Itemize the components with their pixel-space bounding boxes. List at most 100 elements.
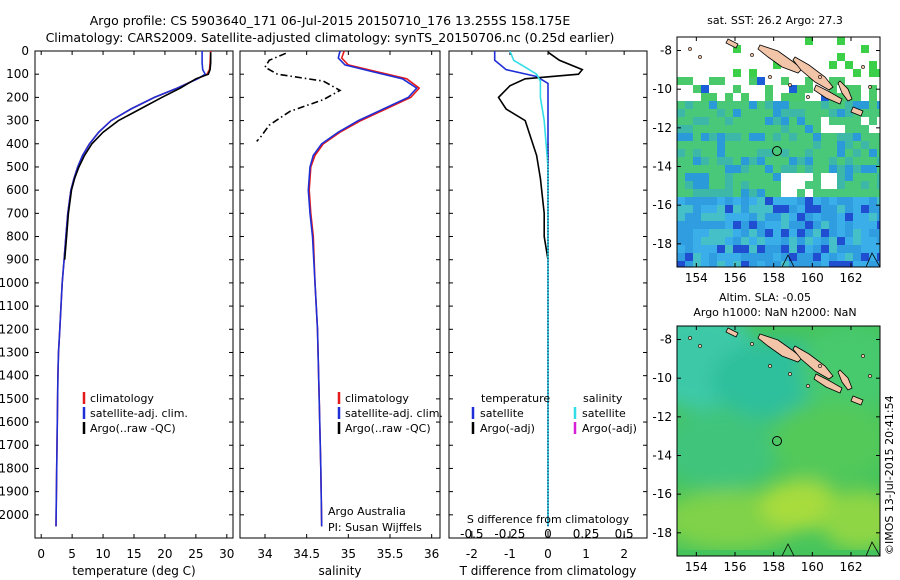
sst-cell: [733, 181, 741, 189]
temperature-ticks: 0 5 10 15 20 25 30: [35, 50, 234, 561]
sst-cell: [757, 133, 765, 141]
sst-cell: [805, 213, 813, 221]
legend-climatology: climatology: [90, 392, 154, 405]
sst-cell: [741, 181, 749, 189]
sst-cell: [813, 237, 821, 245]
sst-cell: [789, 165, 797, 173]
sst-cell: [677, 237, 685, 245]
header-line2: Climatology: CARS2009. Satellite-adjuste…: [46, 30, 615, 45]
sst-cell: [781, 133, 789, 141]
sst-cell: [789, 93, 797, 101]
sst-cell: [781, 205, 789, 213]
sst-cell: [725, 141, 733, 149]
sst-cell: [837, 205, 845, 213]
sst-cell: [685, 149, 693, 157]
sst-cell: [869, 157, 877, 165]
sst-cell: [773, 245, 781, 253]
sst-cell: [853, 213, 861, 221]
sst-cell: [677, 229, 685, 237]
lat-tick-label: -8: [660, 333, 672, 347]
sst-cell: [845, 101, 853, 109]
sst-cell: [773, 109, 781, 117]
sst-cell: [813, 109, 821, 117]
sst-cell: [709, 245, 717, 253]
sst-cell: [853, 189, 861, 197]
sst-cell: [813, 213, 821, 221]
sst-cell: [749, 173, 757, 181]
lon-tick-label: 156: [724, 560, 747, 574]
depth-tick-label: 1300: [0, 345, 29, 359]
sst-cells: [677, 37, 880, 267]
sst-cell: [685, 197, 693, 205]
sst-cell: [693, 133, 701, 141]
island: [725, 327, 739, 338]
sst-cell: [853, 69, 861, 77]
depth-tick-label: 1500: [0, 392, 29, 406]
sst-cell: [869, 165, 877, 173]
sst-cell: [845, 221, 853, 229]
sst-cell: [709, 77, 717, 85]
island: [792, 345, 834, 380]
sst-cell: [829, 197, 837, 205]
sst-cell: [701, 133, 709, 141]
lat-tick-label: -18: [652, 237, 672, 251]
sst-cell: [741, 261, 749, 267]
sst-cell: [741, 109, 749, 117]
sst-cell: [765, 237, 773, 245]
sst-cell: [685, 205, 693, 213]
header-line1: Argo profile: CS 5903640_171 06-Jul-2015…: [90, 13, 571, 28]
sst-cell: [709, 221, 717, 229]
sst-cell: [685, 173, 693, 181]
sst-cell: [685, 133, 693, 141]
sst-cell: [813, 229, 821, 237]
sst-cell: [797, 245, 805, 253]
difference-xlabel-top: S difference from climatology: [467, 513, 630, 526]
sst-cell: [757, 181, 765, 189]
sst-cell: [717, 253, 725, 261]
sst-cell: [845, 229, 853, 237]
sst-cell: [853, 117, 861, 125]
sst-cell: [749, 133, 757, 141]
sst-cell: [701, 261, 709, 267]
sst-cell: [797, 221, 805, 229]
depth-tick-label: 0: [21, 44, 29, 58]
sst-cell: [693, 189, 701, 197]
sst-cell: [837, 109, 845, 117]
sst-cell: [805, 165, 813, 173]
sst-cell: [797, 197, 805, 205]
sst-cell: [709, 213, 717, 221]
sst-cell: [837, 117, 845, 125]
legend-climatology: climatology: [345, 392, 409, 405]
sst-cell: [685, 109, 693, 117]
sst-map: [677, 37, 880, 267]
depth-tick-label: 700: [6, 206, 29, 220]
sst-cell: [741, 117, 749, 125]
sst-cell: [749, 149, 757, 157]
lat-tick-label: -12: [652, 410, 672, 424]
sst-cell: [733, 157, 741, 165]
sst-cell: [789, 229, 797, 237]
sst-cell: [845, 237, 853, 245]
sst-cell: [869, 69, 877, 77]
sst-cell: [821, 141, 829, 149]
sst-cell: [693, 165, 701, 173]
sst-cell: [717, 197, 725, 205]
depth-tick-label: 600: [6, 183, 29, 197]
sst-cell: [789, 141, 797, 149]
sla-map: [677, 326, 880, 556]
sst-cell: [741, 197, 749, 205]
sst-cell: [741, 213, 749, 221]
sst-cell: [773, 213, 781, 221]
island: [850, 106, 864, 117]
sst-cell: [845, 125, 853, 133]
sst-cell: [741, 237, 749, 245]
sst-cell: [829, 237, 837, 245]
s-tick-label: -0.5: [460, 527, 483, 541]
island: [837, 369, 853, 391]
sst-cell: [733, 69, 741, 77]
sst-cell: [869, 245, 877, 253]
sst-cell: [829, 85, 837, 93]
salinity-lines: [256, 51, 421, 527]
sst-cell: [725, 149, 733, 157]
sst-cell: [821, 213, 829, 221]
